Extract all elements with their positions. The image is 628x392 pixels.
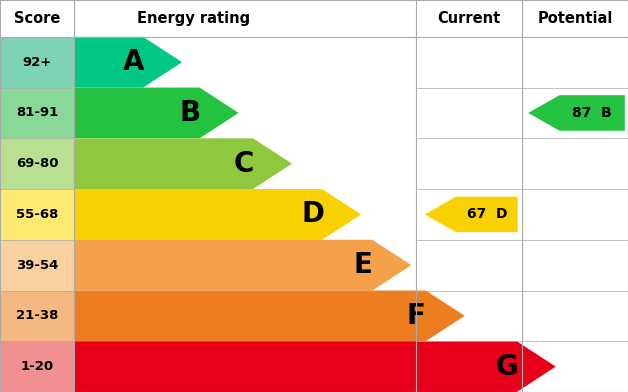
Bar <box>74 290 416 341</box>
Polygon shape <box>425 197 517 232</box>
Bar <box>74 138 416 189</box>
Text: 39-54: 39-54 <box>16 259 58 272</box>
Text: E: E <box>354 251 372 279</box>
Bar <box>74 87 416 138</box>
Bar <box>416 87 628 138</box>
Text: Potential: Potential <box>537 11 613 26</box>
Text: B: B <box>180 99 201 127</box>
Bar <box>0 341 74 392</box>
Text: 69-80: 69-80 <box>16 157 58 170</box>
Bar <box>0 37 74 87</box>
Text: 55-68: 55-68 <box>16 208 58 221</box>
Bar <box>416 240 628 290</box>
Bar <box>416 189 628 240</box>
Polygon shape <box>74 341 556 392</box>
Polygon shape <box>74 189 361 240</box>
Bar <box>0 138 74 189</box>
Text: 1-20: 1-20 <box>21 360 53 373</box>
Bar <box>0 0 628 37</box>
Bar <box>74 341 416 392</box>
Text: 81-91: 81-91 <box>16 107 58 120</box>
Polygon shape <box>74 290 465 341</box>
Bar <box>416 341 628 392</box>
Bar <box>74 37 416 87</box>
Bar <box>74 189 416 240</box>
Bar <box>416 290 628 341</box>
Polygon shape <box>74 138 292 189</box>
Text: Energy rating: Energy rating <box>138 11 251 26</box>
Bar <box>74 240 416 290</box>
Bar <box>0 290 74 341</box>
Bar <box>0 189 74 240</box>
Bar <box>0 240 74 290</box>
Text: 21-38: 21-38 <box>16 309 58 322</box>
Polygon shape <box>74 87 239 138</box>
Text: G: G <box>496 353 519 381</box>
Text: Current: Current <box>438 11 501 26</box>
Text: 87  B: 87 B <box>572 106 612 120</box>
Text: A: A <box>123 48 144 76</box>
Bar <box>416 138 628 189</box>
Text: Score: Score <box>14 11 60 26</box>
Text: 92+: 92+ <box>23 56 51 69</box>
Polygon shape <box>74 37 182 87</box>
Text: 67  D: 67 D <box>467 207 507 221</box>
Bar <box>0 87 74 138</box>
Polygon shape <box>528 95 625 131</box>
Text: D: D <box>301 200 324 229</box>
Text: F: F <box>407 302 426 330</box>
Bar <box>416 37 628 87</box>
Text: C: C <box>234 150 254 178</box>
Polygon shape <box>74 240 411 290</box>
